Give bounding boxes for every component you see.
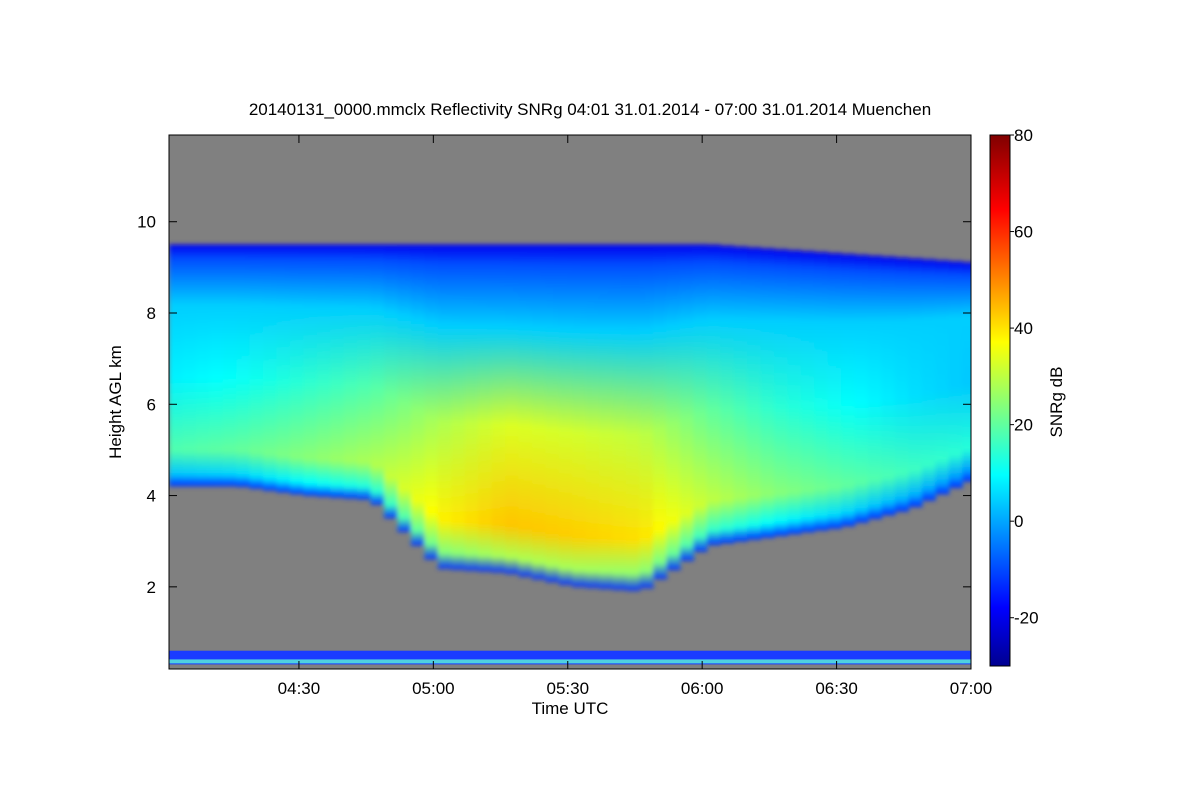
ground-clutter — [169, 650, 971, 665]
cloud-column — [935, 260, 950, 495]
cloud-column — [881, 256, 896, 516]
cloud-column — [209, 244, 224, 487]
cloud-column — [531, 244, 547, 580]
cloud-column — [666, 244, 681, 571]
colorbar-tick-label: -20 — [1014, 609, 1039, 628]
cloud-column — [491, 244, 506, 573]
colorbar-label: SNRg dB — [1047, 367, 1066, 438]
plot-area — [168, 134, 972, 670]
cloud-column — [276, 244, 291, 493]
colorbar-tick-label: 20 — [1014, 416, 1033, 435]
cloud-echo — [169, 244, 971, 591]
cloud-column — [626, 244, 641, 591]
cloud-column — [760, 248, 775, 538]
colorbar-gradient — [989, 134, 1011, 667]
colorbar-ticks: -20 0 20 40 60 80 — [1010, 126, 1039, 628]
colorbar-tick-label: 40 — [1014, 319, 1033, 338]
cloud-column — [316, 244, 332, 497]
x-axis: 04:30 05:00 05:30 06:00 06:30 07:00 — [278, 135, 993, 698]
x-tick-label: 07:00 — [950, 679, 993, 698]
cloud-column — [921, 259, 936, 501]
colorbar-tick-label: 80 — [1014, 126, 1033, 145]
cloud-column — [290, 244, 305, 495]
cloud-column — [773, 249, 789, 536]
cloud-column — [195, 244, 211, 487]
cloud-column — [263, 244, 278, 491]
cloud-column — [599, 244, 614, 589]
x-tick-label: 05:30 — [546, 679, 589, 698]
cloud-column — [545, 244, 560, 583]
colorbar — [989, 134, 1011, 667]
cloud-column — [948, 261, 963, 488]
cloud-column — [343, 244, 358, 499]
cloud-column — [787, 250, 802, 535]
cloud-column — [612, 244, 627, 590]
cloud-column — [867, 255, 883, 520]
plot-frame — [168, 134, 972, 670]
x-axis-label: Time UTC — [532, 699, 609, 718]
y-tick-label: 8 — [147, 304, 156, 323]
chart-title: 20140131_0000.mmclx Reflectivity SNRg 04… — [249, 100, 931, 119]
cloud-column — [747, 247, 762, 540]
cloud-column — [894, 257, 909, 512]
y-tick-label: 4 — [147, 487, 156, 506]
cloud-column — [169, 244, 184, 487]
cloud-column — [303, 244, 318, 496]
cloud-column — [236, 244, 251, 487]
cloud-column — [424, 244, 439, 560]
cloud-column — [249, 244, 264, 489]
y-tick-label: 10 — [137, 213, 156, 232]
x-tick-label: 04:30 — [278, 679, 321, 698]
cloud-column — [706, 244, 721, 546]
cloud-column — [558, 244, 573, 585]
y-axis: 2 4 6 8 10 — [137, 213, 971, 597]
colorbar-tick-label: 0 — [1014, 512, 1023, 531]
cloud-column — [854, 254, 869, 523]
cloud-column — [478, 244, 493, 572]
y-axis-label: Height AGL km — [106, 345, 125, 459]
x-tick-label: 05:00 — [412, 679, 455, 698]
cloud-column — [572, 244, 587, 588]
cloud-column — [370, 244, 385, 505]
cloud-column — [800, 251, 815, 533]
cloud-column — [814, 252, 829, 531]
cloud-column — [693, 244, 708, 552]
cloud-column — [357, 244, 372, 500]
cloud-column — [518, 244, 533, 577]
cloud-column — [720, 245, 735, 544]
cloud-column — [827, 253, 842, 529]
cloud-column — [505, 244, 520, 574]
cloud-column — [679, 244, 694, 561]
x-tick-label: 06:00 — [681, 679, 724, 698]
x-tick-label: 06:30 — [815, 679, 858, 698]
clutter-band-core — [169, 659, 971, 664]
cloud-column — [437, 244, 452, 569]
cloud-column — [585, 244, 600, 588]
y-tick-label: 6 — [147, 395, 156, 414]
cloud-column — [652, 244, 668, 580]
cloud-column — [962, 262, 971, 482]
cloud-column — [182, 244, 197, 487]
cloud-column — [841, 254, 856, 527]
y-tick-label: 2 — [147, 578, 156, 597]
cloud-column — [384, 244, 399, 519]
cloud-column — [222, 244, 237, 487]
cloud-column — [330, 244, 345, 498]
cloud-column — [464, 244, 479, 571]
cloud-column — [908, 258, 923, 508]
cloud-column — [451, 244, 466, 570]
colorbar-tick-label: 60 — [1014, 223, 1033, 242]
cloud-column — [639, 244, 654, 589]
cloud-column — [733, 246, 748, 542]
cloud-column — [397, 244, 412, 532]
cloud-column — [410, 244, 426, 546]
